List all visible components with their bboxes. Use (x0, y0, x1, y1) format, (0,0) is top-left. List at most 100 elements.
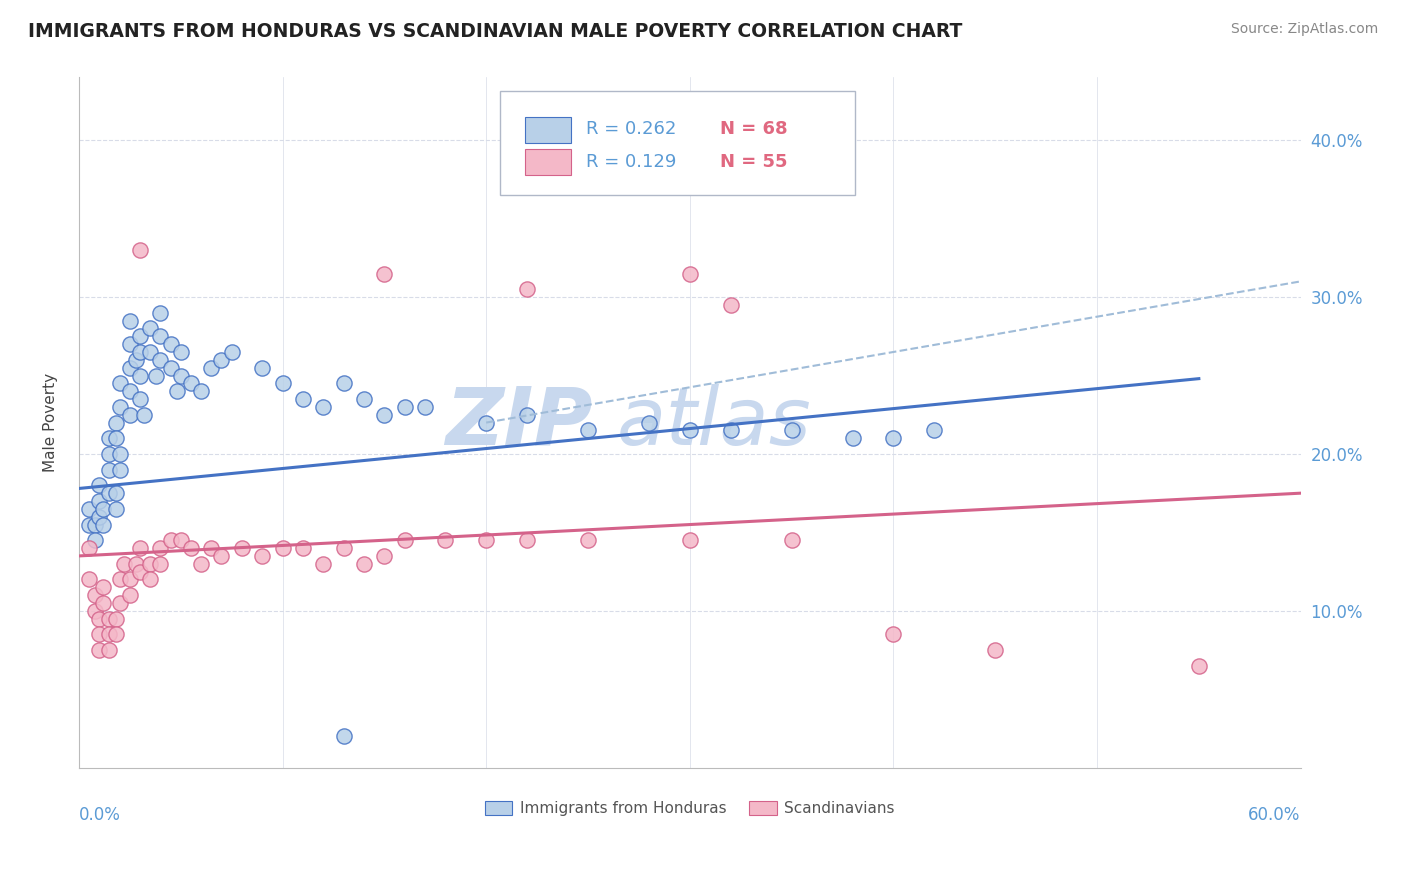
Point (166, 384, 188, 399)
Point (108, 462, 131, 476)
Point (516, 408, 538, 422)
Point (221, 345, 243, 359)
FancyBboxPatch shape (501, 91, 855, 194)
Point (149, 306, 172, 320)
Point (89, 643, 111, 657)
Text: Source: ZipAtlas.com: Source: ZipAtlas.com (1230, 22, 1378, 37)
Point (638, 416, 661, 430)
Point (373, 408, 395, 422)
Point (780, 424, 803, 438)
Point (77, 541, 100, 555)
Bar (524, 149, 571, 176)
Point (720, 424, 742, 438)
Point (475, 533, 498, 548)
Point (89, 478, 111, 492)
Point (353, 557, 375, 571)
Y-axis label: Male Poverty: Male Poverty (44, 373, 58, 472)
Point (84, 588, 107, 602)
Point (139, 345, 162, 359)
Point (475, 416, 498, 430)
Point (200, 541, 222, 555)
Point (118, 384, 141, 399)
Point (125, 352, 148, 367)
Point (882, 627, 904, 641)
Point (231, 541, 253, 555)
Point (98, 431, 121, 445)
Point (516, 282, 538, 296)
Point (271, 541, 294, 555)
Point (129, 243, 152, 257)
Text: ZIP: ZIP (444, 384, 592, 461)
Point (353, 392, 375, 406)
Point (118, 337, 141, 351)
Point (250, 549, 273, 563)
Point (98, 447, 121, 461)
Point (93, 580, 115, 594)
Point (108, 596, 131, 610)
Point (180, 376, 202, 391)
Point (720, 298, 742, 312)
Point (516, 533, 538, 548)
Point (332, 541, 354, 555)
Point (149, 541, 172, 555)
Point (129, 541, 152, 555)
Point (84, 604, 107, 618)
Point (129, 565, 152, 579)
Point (108, 573, 131, 587)
Point (841, 431, 863, 445)
Point (139, 573, 162, 587)
Text: 0.0%: 0.0% (79, 805, 121, 823)
Point (312, 557, 335, 571)
Point (679, 424, 702, 438)
Point (576, 533, 599, 548)
Point (108, 376, 131, 391)
Point (104, 416, 127, 430)
Point (159, 360, 181, 375)
Point (89, 612, 111, 626)
Point (211, 352, 233, 367)
Point (129, 368, 152, 383)
Point (180, 541, 202, 555)
Point (250, 360, 273, 375)
Point (373, 267, 395, 281)
Point (190, 384, 212, 399)
Point (118, 313, 141, 327)
Point (125, 557, 148, 571)
Point (77, 501, 100, 516)
Point (413, 400, 436, 414)
Point (104, 431, 127, 445)
Point (104, 627, 127, 641)
Point (149, 557, 172, 571)
Point (170, 533, 193, 548)
Point (984, 643, 1007, 657)
Point (93, 517, 115, 532)
Legend: Immigrants from Honduras, Scandinavians: Immigrants from Honduras, Scandinavians (478, 795, 901, 822)
Point (159, 337, 181, 351)
Point (98, 462, 121, 476)
Point (84, 517, 107, 532)
Point (118, 588, 141, 602)
Point (108, 447, 131, 461)
Point (98, 486, 121, 500)
Point (211, 549, 233, 563)
Point (93, 501, 115, 516)
Point (394, 400, 416, 414)
Text: 60.0%: 60.0% (1249, 805, 1301, 823)
Point (84, 533, 107, 548)
Point (118, 408, 141, 422)
Point (332, 376, 354, 391)
Point (104, 501, 127, 516)
Point (576, 424, 599, 438)
Point (129, 392, 152, 406)
Point (149, 329, 172, 343)
Point (200, 360, 222, 375)
Point (882, 431, 904, 445)
Point (291, 392, 314, 406)
Point (1188, 658, 1211, 673)
Point (118, 573, 141, 587)
Point (129, 329, 152, 343)
Point (170, 345, 193, 359)
Text: N = 68: N = 68 (720, 120, 787, 138)
Point (170, 368, 193, 383)
Text: N = 55: N = 55 (720, 153, 787, 170)
